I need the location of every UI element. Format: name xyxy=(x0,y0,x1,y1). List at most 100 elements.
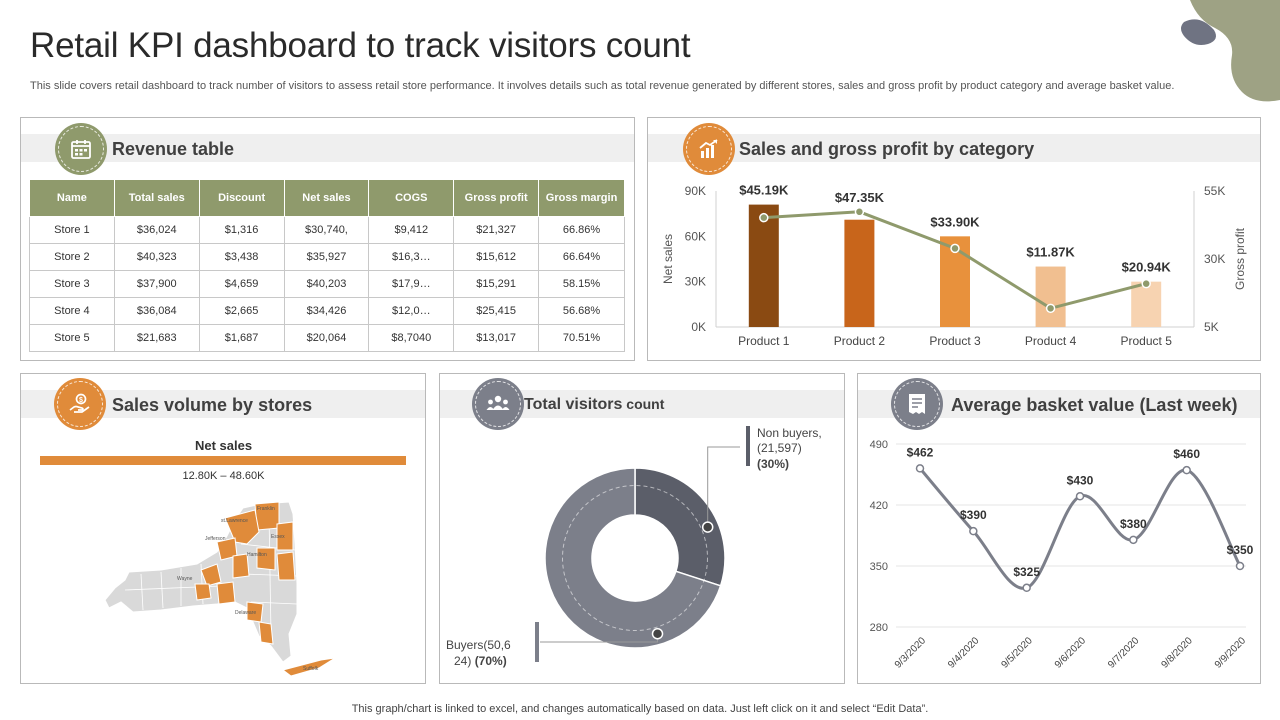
callout-bar xyxy=(535,622,539,662)
revenue-panel-header xyxy=(21,134,634,162)
table-row: Store 2 $40,323 $3,438 $35,927 $16,3… $15,612… xyxy=(29,243,625,271)
table-cell: Store 2 xyxy=(29,243,115,271)
page-subtitle: This slide covers retail dashboard to tr… xyxy=(30,80,1175,92)
map-legend-bar xyxy=(40,456,406,465)
y-tick-label: 350 xyxy=(870,561,888,573)
sales-volume-panel: $ Sales volume by stores Net sales 12.80… xyxy=(20,373,426,684)
basket-point xyxy=(1129,535,1138,545)
map-county-suffolk xyxy=(281,657,336,677)
y-tick-label: 280 xyxy=(870,622,888,634)
data-label: $430 xyxy=(1067,473,1094,487)
map-county-central xyxy=(232,553,250,579)
map-label: Suffolk xyxy=(303,666,319,672)
table-cell: $34,426 xyxy=(283,297,370,325)
table-cell: $35,927 xyxy=(283,243,370,271)
map-county-south-central xyxy=(216,581,236,605)
data-label: $350 xyxy=(1227,543,1254,557)
x-tick-label: 9/8/2020 xyxy=(1159,635,1195,671)
table-row: Store 1 $36,024 $1,316 $30,740, $9,412 $21,32… xyxy=(29,216,625,244)
revenue-table: Name Total sales Discount Net sales COGS Gros… xyxy=(29,179,625,352)
donut-dashed-ring xyxy=(562,485,708,631)
visitors-title-rest: count xyxy=(622,396,665,412)
table-cell: $12,0… xyxy=(368,297,455,325)
table-cell: $2,665 xyxy=(198,297,285,325)
visitors-title-bold: Total visitors xyxy=(524,396,623,413)
table-header-cell: COGS xyxy=(368,179,455,217)
table-cell: $40,323 xyxy=(113,243,200,271)
basket-line-chart: 280 350 420 490 $462 9/3/2020 $390 9/4/2020 $325… xyxy=(870,439,1254,671)
gross-profit-point xyxy=(854,207,865,217)
map-county-east xyxy=(276,551,296,581)
data-label: $380 xyxy=(1120,517,1147,531)
visitors-donut-chart: Non buyers,(21,597) (30%) Buyers(50,6 24) (… xyxy=(446,426,822,668)
basket-title: Average basket value (Last week) xyxy=(951,395,1238,415)
gross-profit-point xyxy=(950,243,960,254)
bar xyxy=(844,219,875,327)
data-label: $11.87K xyxy=(1026,245,1075,260)
table-row: Store 3 $37,900 $4,659 $40,203 $17,9… $15,291… xyxy=(29,270,625,298)
table-header-cell: Gross profit xyxy=(453,179,540,217)
x-tick-label: 9/5/2020 xyxy=(999,635,1035,671)
table-cell: $8,7040 xyxy=(368,324,455,352)
x-tick-label: 9/9/2020 xyxy=(1213,635,1249,671)
table-cell: $3,438 xyxy=(198,243,285,271)
y-tick-label: 420 xyxy=(870,500,888,512)
table-cell: $36,084 xyxy=(113,297,200,325)
table-header-cell: Discount xyxy=(198,179,285,217)
callout-line xyxy=(707,446,740,528)
table-row: Store 4 $36,084 $2,665 $34,426 $12,0… $25,415… xyxy=(29,297,625,325)
y-right-axis-title: Gross profit xyxy=(1233,227,1247,290)
callout-count: 24) (70%) xyxy=(454,654,507,668)
table-cell: Store 3 xyxy=(29,270,115,298)
callout-label: Buyers(50,6 xyxy=(446,638,511,652)
map-county-hudson xyxy=(258,621,274,645)
data-label: $33.90K xyxy=(930,214,980,229)
y-tick-label: 30K xyxy=(685,275,706,289)
chart-growth-icon xyxy=(683,123,735,175)
page-title: Retail KPI dashboard to track visitors c… xyxy=(30,26,691,65)
x-tick-label: Product 2 xyxy=(834,334,886,348)
y-tick-label: 490 xyxy=(870,439,888,451)
map-county-west xyxy=(194,583,212,601)
table-cell: $36,024 xyxy=(113,216,200,244)
table-cell: $21,683 xyxy=(113,324,200,352)
table-cell: 66.64% xyxy=(538,243,625,271)
table-header-cell: Gross margin xyxy=(538,179,625,217)
basket-point xyxy=(915,464,925,473)
x-tick-label: 9/3/2020 xyxy=(893,635,929,671)
data-label: $390 xyxy=(960,508,987,522)
corner-decoration xyxy=(1181,0,1280,102)
receipt-icon xyxy=(891,378,943,430)
map-label: Hamilton xyxy=(247,552,267,558)
table-cell: $9,412 xyxy=(368,216,455,244)
y-tick-label: 0K xyxy=(691,320,706,334)
callout-label: Non buyers, xyxy=(757,426,822,440)
y-right-tick-label: 30K xyxy=(1204,252,1225,266)
table-cell: $13,017 xyxy=(453,324,540,352)
map-label: st.Lawrence xyxy=(221,518,248,524)
x-tick-label: Product 3 xyxy=(929,334,981,348)
table-cell: $40,203 xyxy=(283,270,370,298)
map-label: Jefferson xyxy=(205,536,226,542)
revenue-panel: Revenue table Name Total sales Discount Net… xyxy=(20,117,635,361)
basket-point xyxy=(1182,465,1191,475)
donut-slice xyxy=(544,467,722,649)
people-group-icon xyxy=(472,378,524,430)
table-cell: $1,687 xyxy=(198,324,285,352)
money-hand-icon: $ xyxy=(54,378,106,430)
x-tick-label: 9/7/2020 xyxy=(1106,635,1142,671)
map-county-hamilton xyxy=(256,547,276,571)
donut-slice xyxy=(634,467,726,587)
x-tick-label: 9/4/2020 xyxy=(946,635,982,671)
x-tick-label: Product 5 xyxy=(1121,334,1173,348)
data-label: $47.35K xyxy=(835,190,885,205)
table-cell: $15,612 xyxy=(453,243,540,271)
svg-text:$: $ xyxy=(79,397,83,404)
basket-point xyxy=(1075,492,1085,501)
y-right-tick-label: 5K xyxy=(1204,320,1219,334)
table-cell: 70.51% xyxy=(538,324,625,352)
sales-profit-chart: 0K 30K 60K 90K 5K 30K 55K Net sales Gross profit… xyxy=(661,183,1247,348)
sales-profit-title: Sales and gross profit by category xyxy=(739,139,1035,159)
table-cell: $17,9… xyxy=(368,270,455,298)
visitors-title: Total visitors count xyxy=(524,396,664,414)
